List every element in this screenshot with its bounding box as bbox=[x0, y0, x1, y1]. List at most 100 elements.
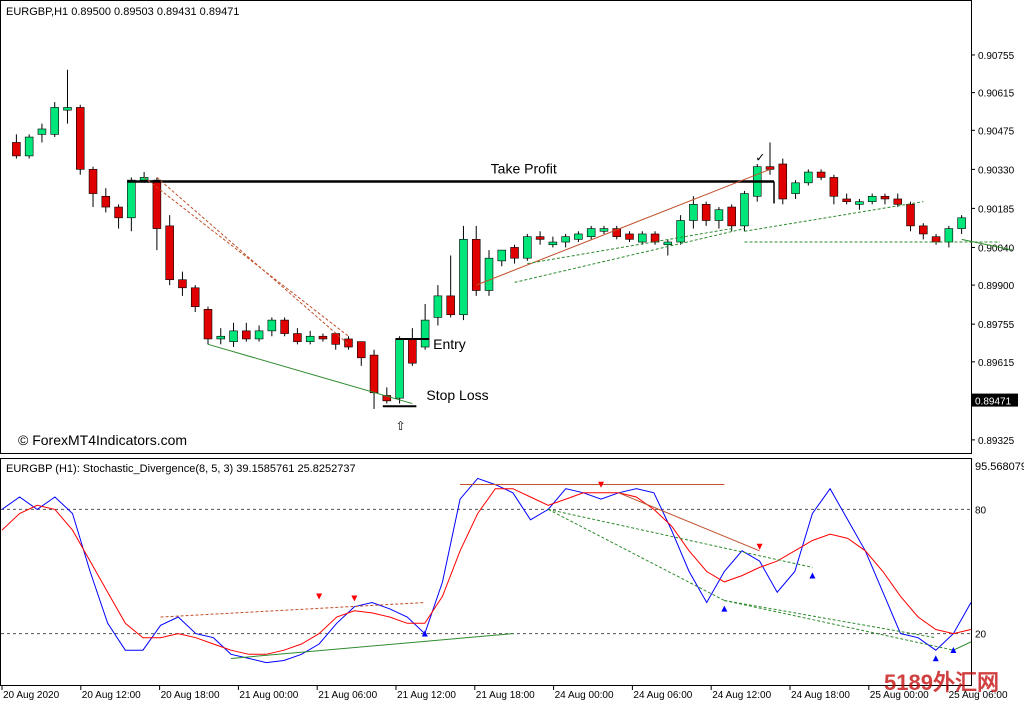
divergence-line bbox=[744, 201, 924, 232]
indicator-divergence-line bbox=[230, 633, 513, 659]
time-tick-label: 24 Aug 18:00 bbox=[791, 690, 850, 701]
stochastic-line bbox=[1, 488, 972, 655]
price-panel-frame bbox=[0, 0, 972, 454]
time-tick-label: 20 Aug 12:00 bbox=[82, 690, 141, 701]
time-tick-label: 25 Aug 06:00 bbox=[949, 690, 1008, 701]
candle-body bbox=[433, 295, 443, 318]
price-tick-label: 0.90185 bbox=[978, 204, 1015, 215]
up-arrow-icon bbox=[421, 630, 428, 637]
down-arrow-icon bbox=[756, 543, 763, 550]
divergence-line bbox=[514, 228, 745, 283]
price-tick-label: 0.89325 bbox=[978, 436, 1015, 447]
indicator-lines bbox=[1, 477, 972, 664]
candle-body bbox=[740, 193, 749, 227]
candle-body bbox=[178, 279, 187, 289]
divergence-line bbox=[207, 343, 413, 405]
candle-body bbox=[37, 128, 47, 135]
candle-body bbox=[293, 333, 302, 342]
candle-body bbox=[791, 182, 800, 194]
candle-body bbox=[561, 236, 570, 243]
up-arrow-icon bbox=[932, 655, 939, 662]
candle-body bbox=[471, 239, 481, 291]
time-tick-label: 24 Aug 00:00 bbox=[555, 690, 614, 701]
time-tick-label: 25 Aug 00:00 bbox=[870, 690, 929, 701]
time-tick-label: 21 Aug 18:00 bbox=[476, 690, 535, 701]
time-tick-label: 21 Aug 00:00 bbox=[239, 690, 298, 701]
candle-body bbox=[944, 228, 954, 243]
candle-body bbox=[727, 206, 736, 227]
candle-body bbox=[574, 233, 583, 240]
candle-body bbox=[816, 171, 826, 178]
candle-body bbox=[599, 228, 609, 232]
candle-body bbox=[24, 136, 34, 157]
candle-body bbox=[510, 247, 519, 259]
candle-body bbox=[625, 233, 634, 240]
candle-body bbox=[165, 225, 174, 281]
candle-body bbox=[344, 338, 353, 348]
indicator-divergence-line bbox=[548, 508, 813, 568]
down-arrow-icon bbox=[316, 593, 323, 600]
candle-body bbox=[280, 319, 289, 334]
candle-body bbox=[676, 220, 685, 243]
price-tick-label: 0.89755 bbox=[978, 320, 1015, 331]
candle-body bbox=[305, 335, 315, 342]
divergence-line bbox=[527, 228, 732, 265]
candle-body bbox=[446, 295, 455, 316]
candle-body bbox=[101, 195, 111, 208]
indicator-panel-frame bbox=[0, 458, 972, 686]
watermark: © ForexMT4Indicators.com bbox=[18, 432, 187, 448]
candle-body bbox=[203, 309, 213, 340]
candle-body bbox=[804, 171, 813, 184]
indicator-header: EURGBP (H1): Stochastic_Divergence(8, 5,… bbox=[6, 463, 356, 475]
checkmark-icon: ✓ bbox=[755, 150, 765, 164]
candle-body bbox=[701, 204, 711, 221]
indicator-divergence-line bbox=[618, 492, 760, 552]
candle-body bbox=[638, 233, 647, 243]
candle-body bbox=[88, 169, 98, 194]
candle-body bbox=[548, 241, 558, 246]
candle-body bbox=[957, 217, 966, 229]
time-tick-label: 20 Aug 2020 bbox=[3, 690, 60, 701]
time-tick-label: 24 Aug 12:00 bbox=[712, 690, 771, 701]
candle-body bbox=[931, 236, 941, 243]
candle-body bbox=[459, 239, 468, 316]
candle-body bbox=[855, 201, 864, 205]
current-price-tag bbox=[972, 393, 1018, 407]
up-arrow-icon: ⇧ bbox=[396, 419, 406, 433]
candle-body bbox=[778, 163, 788, 200]
candle-body bbox=[382, 395, 392, 402]
candle-body bbox=[50, 107, 59, 135]
candle-body bbox=[650, 233, 660, 243]
candle-body bbox=[689, 204, 698, 221]
candle-body bbox=[357, 341, 366, 359]
candle-body bbox=[880, 195, 890, 200]
candle-body bbox=[420, 319, 430, 348]
candle-body bbox=[127, 179, 136, 219]
current-price-label: 0.89471 bbox=[975, 397, 1012, 408]
down-arrow-icon bbox=[351, 595, 358, 602]
divergence-line bbox=[143, 177, 349, 337]
candle-body bbox=[63, 107, 72, 111]
indicator-top-value: 95.568079 bbox=[975, 461, 1024, 473]
price-tick-label: 0.90755 bbox=[978, 51, 1015, 62]
candle-body bbox=[114, 206, 123, 219]
candle-body bbox=[829, 177, 839, 197]
entry-label: Entry bbox=[433, 336, 466, 352]
indicator-level-label: 80 bbox=[975, 505, 987, 516]
stop-loss-label: Stop Loss bbox=[426, 387, 488, 403]
up-arrow-icon bbox=[721, 605, 728, 612]
price-tick-label: 0.89900 bbox=[978, 281, 1015, 292]
candle-body bbox=[906, 204, 915, 227]
candle-body bbox=[842, 198, 851, 202]
indicator-divergence-line bbox=[953, 641, 972, 651]
candle-body bbox=[867, 195, 877, 202]
indicator-divergence-line bbox=[724, 599, 954, 651]
candle-body bbox=[586, 228, 596, 237]
price-annotations: Take Profit Entry Stop Loss ✓ ⇧ bbox=[127, 150, 1013, 433]
indicator-divergence-line bbox=[724, 599, 936, 639]
candle-body bbox=[535, 236, 545, 240]
up-arrow-icon bbox=[950, 647, 957, 654]
candle-body bbox=[216, 335, 226, 340]
